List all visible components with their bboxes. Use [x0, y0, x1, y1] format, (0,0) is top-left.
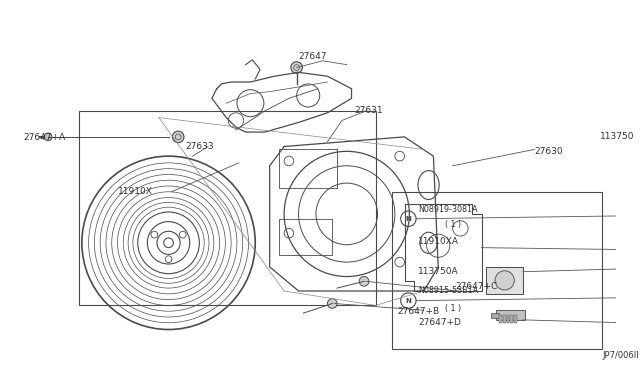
Text: ( 1 ): ( 1 )	[445, 220, 461, 229]
Circle shape	[172, 131, 184, 142]
Text: 27633: 27633	[185, 142, 214, 151]
Bar	[515, 315, 517, 323]
Text: 27647+B: 27647+B	[398, 307, 440, 316]
Text: 113750A: 113750A	[418, 267, 459, 276]
Bar	[392, 192, 602, 349]
Text: N08919-3081A: N08919-3081A	[418, 205, 477, 214]
Bar	[496, 310, 525, 320]
Bar	[79, 111, 376, 305]
Text: 27631: 27631	[355, 106, 383, 115]
Text: N: N	[405, 298, 412, 304]
Text: ( 1 ): ( 1 )	[445, 304, 461, 313]
Text: N: N	[405, 216, 412, 222]
Text: N08915-53B1A: N08915-53B1A	[418, 286, 478, 295]
Circle shape	[44, 133, 52, 141]
Text: 11910XA: 11910XA	[418, 237, 459, 246]
Bar	[511, 315, 513, 323]
Circle shape	[291, 62, 303, 73]
Bar	[486, 267, 523, 294]
Bar	[491, 313, 499, 318]
Circle shape	[359, 276, 369, 286]
Bar	[499, 315, 502, 323]
Bar	[503, 315, 506, 323]
Circle shape	[328, 299, 337, 308]
Text: 113750: 113750	[600, 132, 634, 141]
Text: 27647+D: 27647+D	[418, 318, 461, 327]
Text: JP7/006II: JP7/006II	[602, 351, 639, 360]
Bar	[279, 150, 337, 188]
Text: 27630: 27630	[534, 147, 563, 156]
Text: 27647+A: 27647+A	[23, 133, 65, 142]
Text: 27647+C: 27647+C	[456, 282, 498, 291]
Bar	[507, 315, 509, 323]
Text: 27647: 27647	[299, 52, 327, 61]
Text: 11910X: 11910X	[118, 187, 152, 196]
Circle shape	[495, 271, 515, 290]
Bar	[279, 219, 332, 255]
